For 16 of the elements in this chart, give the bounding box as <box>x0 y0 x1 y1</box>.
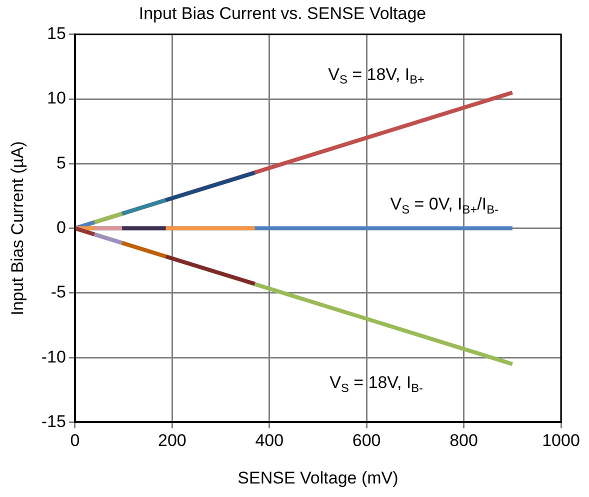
chart-title: Input Bias Current vs. SENSE Voltage <box>138 4 426 23</box>
y-tick-label: -15 <box>41 412 66 431</box>
x-tick-label: 400 <box>255 431 284 450</box>
x-tick-label: 600 <box>352 431 381 450</box>
y-tick-label: 0 <box>56 218 66 237</box>
x-tick-label: 800 <box>450 431 478 450</box>
x-tick-label: 1000 <box>542 431 580 450</box>
y-tick-label: -10 <box>41 347 66 366</box>
x-axis-title: SENSE Voltage (mV) <box>238 468 398 488</box>
y-tick-label: 10 <box>47 88 66 108</box>
y-axis-title: Input Bias Current (µA) <box>8 141 27 316</box>
x-tick-label: 0 <box>70 431 80 450</box>
y-tick-label: 15 <box>47 24 66 44</box>
y-tick-label: -5 <box>50 282 66 302</box>
x-tick-label: 200 <box>158 431 186 450</box>
y-tick-label: 5 <box>56 153 66 172</box>
